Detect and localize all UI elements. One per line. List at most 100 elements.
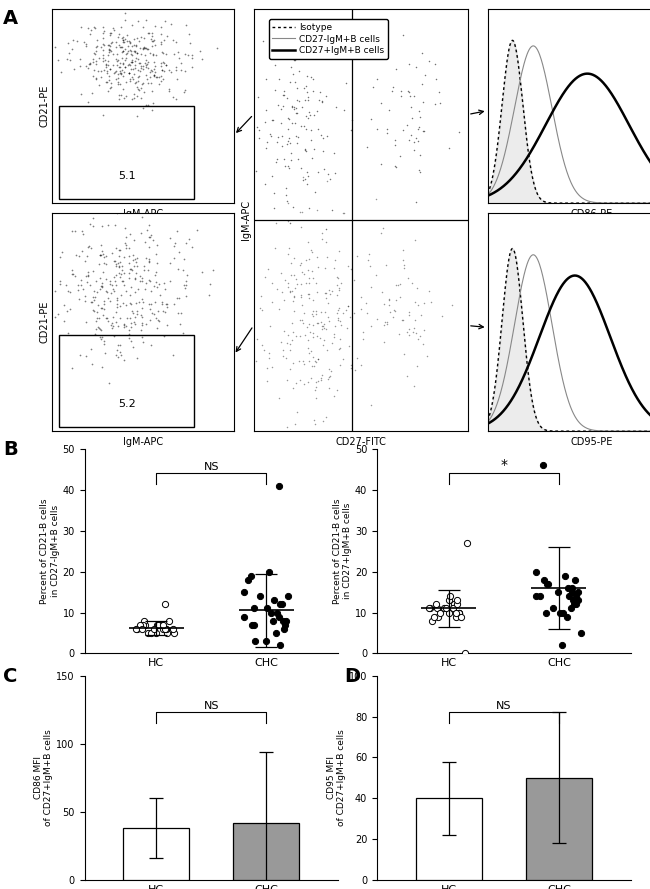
Point [454,124,465,139]
Point [159,329,169,343]
Point [88,52,98,66]
Point [288,293,298,308]
Point [303,263,313,277]
Point [127,38,137,52]
Point [164,82,175,96]
Point [558,605,568,620]
Point [302,320,312,334]
Point [307,308,317,322]
Point [95,330,105,344]
Point [197,52,207,66]
Point [129,315,139,329]
Point [291,129,301,143]
Point [18,306,29,320]
Point [328,146,339,160]
Point [140,235,150,249]
Point [321,410,332,424]
Point [302,68,313,83]
Point [422,349,432,364]
Point [180,47,190,61]
Point [296,161,306,175]
Point [83,61,94,76]
Point [125,227,135,241]
Point [328,261,339,276]
Point [356,301,367,316]
Point [164,63,174,77]
Point [144,240,155,254]
Point [234,68,244,82]
Point [274,478,285,493]
Point [124,43,135,57]
Point [287,100,298,114]
Point [276,597,287,612]
Y-axis label: CD95 MFI
of CD27+IgM+B cells: CD95 MFI of CD27+IgM+B cells [327,730,346,826]
Point [129,67,140,81]
Point [125,296,136,310]
Point [307,151,317,165]
Point [291,272,302,286]
Point [352,351,362,365]
Point [130,309,140,324]
Point [134,68,144,83]
Point [159,63,170,77]
Point [125,62,136,76]
Point [88,202,99,216]
Point [146,76,157,90]
Point [283,122,294,136]
Point [157,297,167,311]
Point [426,294,436,308]
Point [136,77,147,92]
Point [279,36,289,50]
Point [424,54,435,68]
Point [264,565,274,579]
Point [115,338,125,352]
Point [116,52,127,66]
Point [409,89,419,103]
Point [203,288,214,302]
Point [169,297,179,311]
Point [135,274,145,288]
Point [75,52,85,66]
Point [451,610,462,624]
Point [300,328,311,342]
Point [246,161,257,175]
Point [336,317,346,332]
Point [73,278,83,292]
Point [157,45,167,60]
Point [133,70,143,84]
Point [336,276,346,291]
Point [118,35,128,49]
Point [316,315,326,329]
Point [316,373,326,388]
Point [127,55,137,69]
Point [394,327,404,341]
Point [411,60,421,74]
Point [81,39,92,53]
Point [111,65,121,79]
Point [115,60,125,74]
Point [125,74,135,88]
Point [111,259,121,273]
Point [436,308,447,323]
Point [415,148,425,162]
Point [300,79,311,93]
Point [144,26,154,40]
Point [287,333,297,348]
Point [389,132,400,147]
Point [122,45,133,60]
Point [99,294,109,308]
Point [100,346,110,360]
Point [63,284,73,298]
Point [317,232,327,246]
Point [272,152,282,166]
Point [269,186,280,200]
Point [116,40,126,54]
Point [114,27,124,41]
Point [410,233,421,247]
Point [88,45,99,60]
Point [257,338,267,352]
Point [130,76,140,90]
Point [317,227,327,241]
Point [434,84,445,99]
Point [398,261,409,276]
